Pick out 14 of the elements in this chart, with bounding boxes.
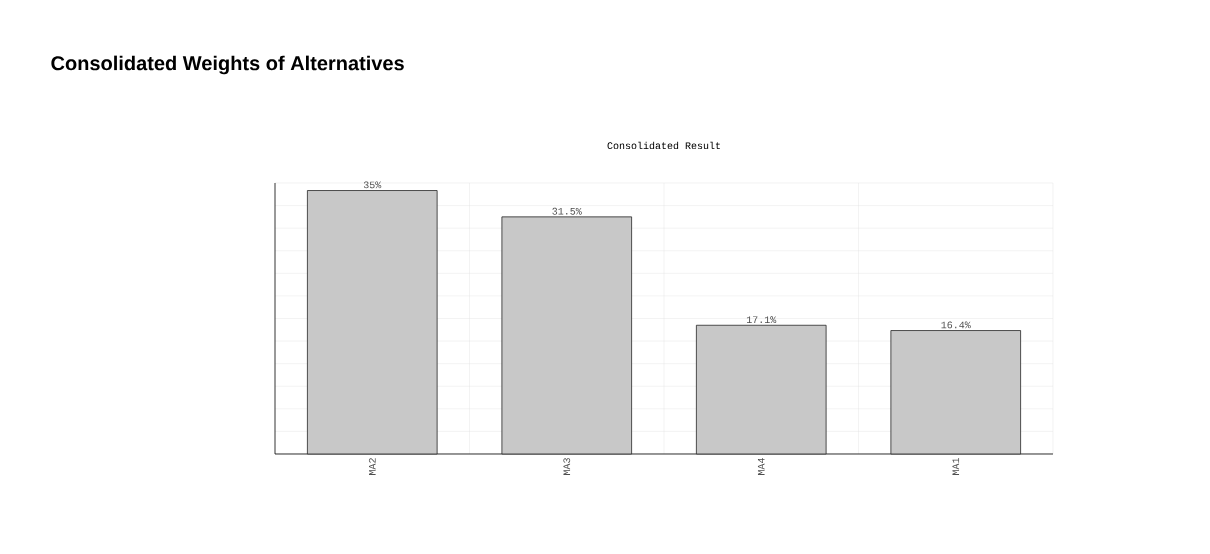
bar xyxy=(501,216,633,455)
data-label: 35% xyxy=(363,181,382,189)
chart-subtitle: Consolidated Result xyxy=(607,141,720,150)
data-label: 17.1% xyxy=(746,316,777,324)
x-tick-label: MA1 xyxy=(952,458,960,475)
bar xyxy=(306,190,438,455)
bar xyxy=(890,330,1022,455)
chart-title: Consolidated Weights of Alternatives xyxy=(51,55,404,75)
bar xyxy=(695,324,827,455)
data-label: 16.4% xyxy=(941,321,971,329)
x-tick-label: MA4 xyxy=(757,458,765,475)
data-label: 31.5% xyxy=(552,207,582,215)
x-tick-label: MA3 xyxy=(563,458,571,475)
x-tick-label: MA2 xyxy=(368,458,376,475)
